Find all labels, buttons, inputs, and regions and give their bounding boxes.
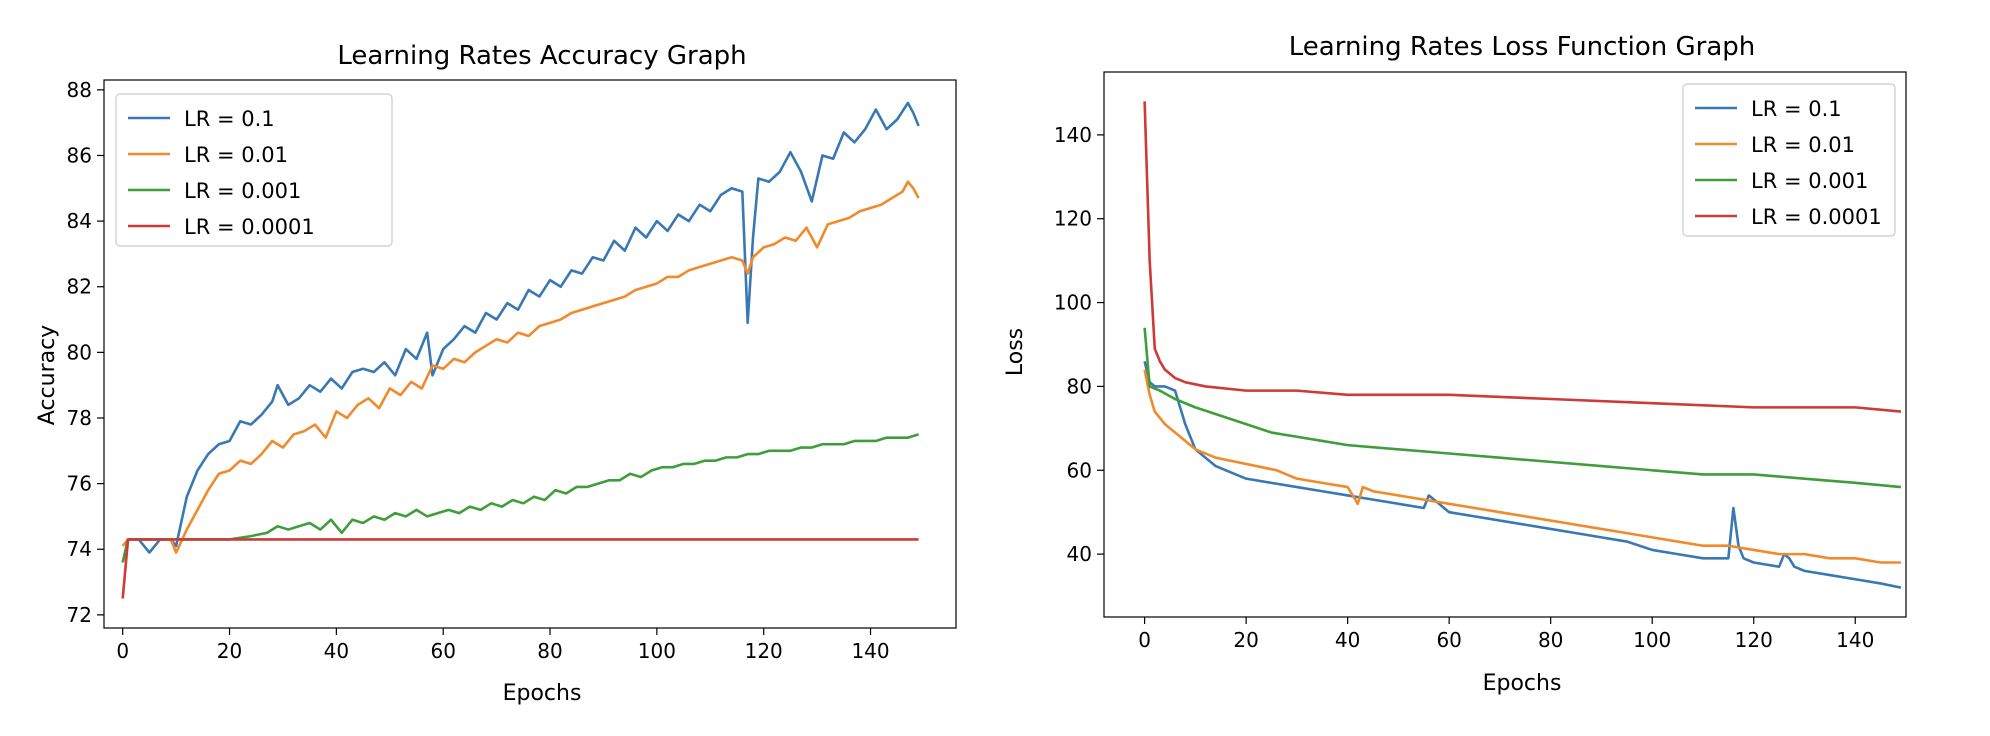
accuracy-ytick-label: 84 bbox=[67, 209, 92, 233]
loss-xtick-label: 60 bbox=[1436, 628, 1461, 652]
accuracy-ytick-label: 86 bbox=[67, 143, 92, 167]
loss-chart-title: Learning Rates Loss Function Graph bbox=[1289, 32, 1755, 62]
loss-xtick-label: 40 bbox=[1335, 628, 1360, 652]
accuracy-chart: Learning Rates Accuracy Graph Epochs Acc… bbox=[35, 41, 957, 706]
loss-xtick-label: 100 bbox=[1633, 628, 1671, 652]
accuracy-legend-box bbox=[115, 93, 393, 247]
accuracy-ytick-label: 88 bbox=[67, 78, 92, 102]
loss-legend-label: LR = 0.0001 bbox=[1751, 205, 1882, 229]
accuracy-xtick-label: 140 bbox=[851, 639, 889, 663]
accuracy-xtick-label: 40 bbox=[324, 639, 349, 663]
loss-legend-label: LR = 0.01 bbox=[1751, 133, 1855, 157]
loss-ytick-label: 80 bbox=[1067, 374, 1092, 398]
loss-xtick-label: 140 bbox=[1836, 628, 1874, 652]
accuracy-ytick-label: 80 bbox=[67, 340, 92, 364]
loss-series-line-2 bbox=[1143, 327, 1902, 489]
loss-ytick-label: 140 bbox=[1054, 123, 1092, 147]
accuracy-legend-label: LR = 0.01 bbox=[184, 143, 288, 167]
accuracy-legend-label: LR = 0.001 bbox=[184, 179, 301, 203]
loss-series-line-0 bbox=[1143, 360, 1902, 589]
accuracy-xtick-label: 120 bbox=[745, 639, 783, 663]
loss-chart-xlabel: Epochs bbox=[1483, 671, 1562, 696]
accuracy-legend-label: LR = 0.1 bbox=[184, 107, 275, 131]
accuracy-xtick-label: 100 bbox=[638, 639, 676, 663]
loss-plot-frame bbox=[1103, 71, 1907, 618]
accuracy-series-line-0 bbox=[121, 101, 920, 563]
loss-legend-label: LR = 0.1 bbox=[1751, 97, 1842, 121]
loss-legend: LR = 0.1 LR = 0.01 LR = 0.001 LR = 0.0001 bbox=[1682, 83, 1896, 237]
accuracy-ytick-label: 72 bbox=[67, 603, 92, 627]
accuracy-legend-label: LR = 0.0001 bbox=[184, 215, 315, 239]
loss-legend-label: LR = 0.001 bbox=[1751, 169, 1868, 193]
loss-chart-ylabel: Loss bbox=[1003, 328, 1028, 376]
loss-ytick-label: 60 bbox=[1067, 458, 1092, 482]
accuracy-series-line-2 bbox=[121, 433, 919, 563]
accuracy-chart-xlabel: Epochs bbox=[503, 681, 582, 706]
loss-legend-box bbox=[1682, 83, 1896, 237]
accuracy-series-line-1 bbox=[121, 180, 920, 554]
accuracy-chart-ylabel: Accuracy bbox=[35, 325, 60, 425]
loss-xtick-label: 80 bbox=[1538, 628, 1563, 652]
loss-ytick-label: 120 bbox=[1054, 207, 1092, 231]
accuracy-series-line-3 bbox=[121, 538, 919, 599]
accuracy-ytick-label: 82 bbox=[67, 275, 92, 299]
accuracy-xtick-label: 80 bbox=[537, 639, 562, 663]
loss-ytick-label: 100 bbox=[1054, 291, 1092, 315]
accuracy-legend: LR = 0.1 LR = 0.01 LR = 0.001 LR = 0.0001 bbox=[115, 93, 393, 247]
accuracy-plot-frame bbox=[103, 79, 957, 629]
accuracy-ytick-label: 74 bbox=[67, 537, 92, 561]
accuracy-ytick-label: 78 bbox=[67, 406, 92, 430]
loss-series-line-1 bbox=[1143, 369, 1901, 564]
loss-xtick-label: 20 bbox=[1233, 628, 1258, 652]
loss-ytick-label: 40 bbox=[1067, 542, 1092, 566]
loss-series-line-3 bbox=[1143, 101, 1902, 413]
accuracy-chart-title: Learning Rates Accuracy Graph bbox=[337, 41, 746, 71]
loss-xtick-label: 120 bbox=[1735, 628, 1773, 652]
accuracy-xtick-label: 60 bbox=[430, 639, 455, 663]
accuracy-xtick-label: 20 bbox=[217, 639, 242, 663]
loss-chart: Learning Rates Loss Function Graph Epoch… bbox=[1003, 32, 1907, 696]
accuracy-xtick-label: 0 bbox=[116, 639, 129, 663]
loss-xtick-label: 0 bbox=[1138, 628, 1151, 652]
accuracy-ytick-label: 76 bbox=[67, 472, 92, 496]
